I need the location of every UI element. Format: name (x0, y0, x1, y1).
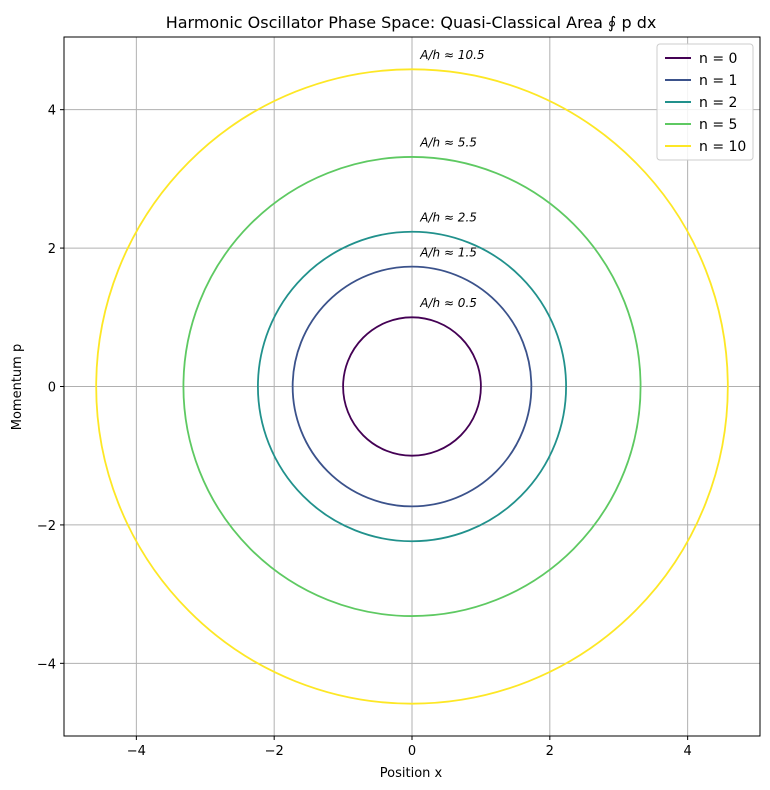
area-annotations: A/h ≈ 0.5 A/h ≈ 1.5 A/h ≈ 2.5 A/h ≈ 5.5 A/h … (419, 48, 484, 310)
annotation-n0: A/h ≈ 0.5 (419, 296, 477, 310)
legend-label-n5: n = 5 (699, 117, 737, 133)
legend: n = 0 n = 1 n = 2 n = 5 n = 10 (656, 43, 754, 161)
annotation-n1: A/h ≈ 1.5 (419, 245, 477, 259)
y-tick-label: 0 (48, 381, 56, 396)
legend-label-n2: n = 2 (699, 95, 737, 111)
legend-label-n1: n = 1 (699, 73, 737, 89)
y-tick-label: −4 (37, 657, 56, 672)
legend-box (656, 43, 754, 161)
annotation-n5: A/h ≈ 5.5 (419, 136, 477, 150)
legend-label-n10: n = 10 (699, 139, 746, 155)
y-tick-label: 4 (48, 104, 56, 119)
x-axis-label: Position x (380, 766, 443, 781)
x-tick-label: 4 (684, 744, 692, 759)
legend-label-n0: n = 0 (699, 51, 737, 67)
grid-lines (64, 37, 760, 736)
annotation-n2: A/h ≈ 2.5 (419, 210, 477, 224)
series-curve-n5 (182, 156, 642, 617)
x-tick-label: 2 (546, 744, 554, 759)
x-tick-label: 0 (408, 744, 416, 759)
series-curve-n0 (342, 316, 482, 457)
series-curve-n10 (95, 68, 729, 705)
series-curve-n1 (291, 265, 533, 508)
y-axis-ticks: −4 −2 0 2 4 (37, 104, 64, 672)
y-tick-label: −2 (37, 519, 56, 534)
x-axis-ticks: −4 −2 0 2 4 (127, 736, 692, 759)
y-tick-label: 2 (48, 242, 56, 257)
x-tick-label: −4 (127, 744, 146, 759)
y-axis-label: Momentum p (10, 344, 25, 430)
annotation-n10: A/h ≈ 10.5 (419, 48, 484, 62)
series-curves (95, 68, 729, 705)
series-curve-n2 (257, 230, 567, 543)
chart-title: Harmonic Oscillator Phase Space: Quasi-C… (166, 13, 657, 32)
x-tick-label: −2 (265, 744, 284, 759)
